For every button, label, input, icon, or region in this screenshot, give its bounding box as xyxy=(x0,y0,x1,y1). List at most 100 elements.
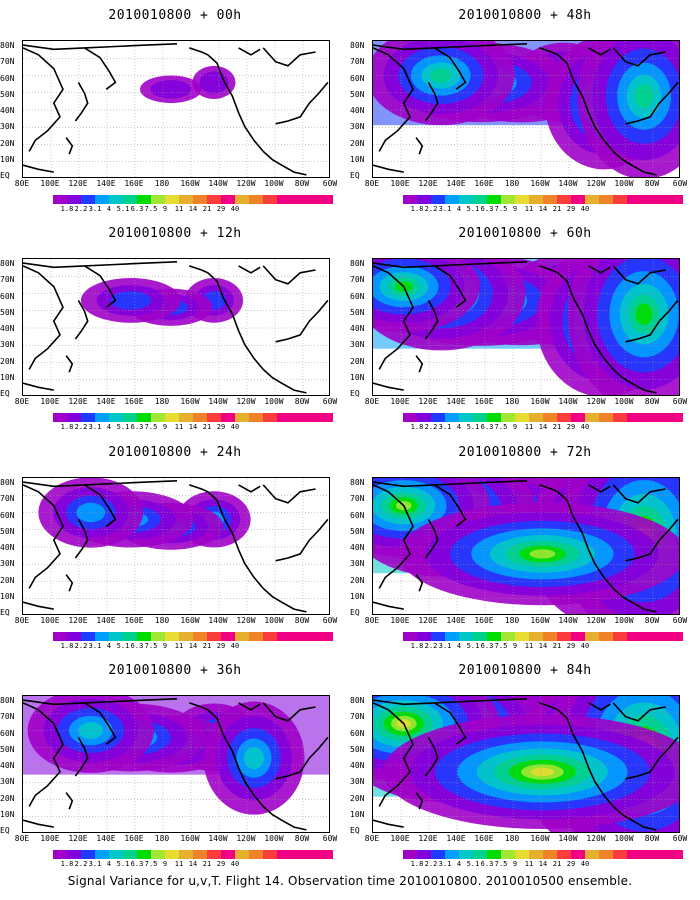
map-panel: 2010010800 + 00h 80N 70N 60N 50N 40N 30N 20N 10N… xyxy=(0,0,350,216)
coastline xyxy=(65,792,74,810)
longitude-label: 100E xyxy=(40,834,60,843)
colorbar-swatch xyxy=(235,632,249,641)
colorbar-label: 2.2 xyxy=(74,205,88,213)
latitude-label: 80N xyxy=(0,478,15,487)
longitude-label: 80E xyxy=(14,834,30,843)
longitude-label: 80E xyxy=(364,397,380,406)
colorbar-swatch xyxy=(81,413,95,422)
latitude-label: 50N xyxy=(350,89,365,99)
colorbar-label: 29 xyxy=(216,423,226,431)
colorbar-label: 3.1 xyxy=(88,642,102,650)
colorbar-label: 7.5 xyxy=(144,642,158,650)
coastline xyxy=(238,702,261,711)
longitude-label: 160W xyxy=(530,397,550,406)
colorbar-swatch xyxy=(403,850,417,859)
colorbar-swatch xyxy=(599,413,613,422)
colorbar-swatch xyxy=(599,632,613,641)
colorbar-label: 4 xyxy=(456,860,462,868)
colorbar-label: 5.1 xyxy=(466,860,480,868)
coastline xyxy=(625,81,679,125)
colorbar-swatch xyxy=(627,195,641,204)
coastline xyxy=(23,43,178,51)
colorbar-swatch xyxy=(123,195,137,204)
panel-title: 2010010800 + 24h xyxy=(108,445,242,460)
colorbar-swatch xyxy=(641,413,655,422)
colorbar-swatch xyxy=(109,413,123,422)
colorbar-swatch xyxy=(137,413,151,422)
latitude-label: 60N xyxy=(0,291,15,301)
longitude-label: 140E xyxy=(446,179,466,188)
variance-shade xyxy=(429,68,452,83)
colorbar-label: 5.1 xyxy=(466,205,480,213)
colorbar-swatch xyxy=(641,632,655,641)
latitude-label: 10N xyxy=(0,154,15,164)
colorbar-swatch xyxy=(627,850,641,859)
coastline xyxy=(189,47,264,152)
colorbar-label: 6.3 xyxy=(480,860,494,868)
longitude-label: 140E xyxy=(96,616,116,625)
longitude-label: 180 xyxy=(154,834,170,843)
coastline xyxy=(625,736,679,780)
latitude-label: 80N xyxy=(0,259,15,268)
longitude-label: 60W xyxy=(322,834,338,843)
colorbar-label: 9 xyxy=(512,205,518,213)
coastline xyxy=(23,702,64,807)
coastline xyxy=(262,702,316,722)
colorbar-swatch xyxy=(137,850,151,859)
colorbar-swatch xyxy=(585,195,599,204)
colorbar-swatch xyxy=(445,195,459,204)
colorbar-label: 14 xyxy=(538,860,548,868)
colorbar-swatch xyxy=(193,850,207,859)
colorbar-label: 29 xyxy=(216,205,226,213)
coastline xyxy=(23,265,64,370)
coastline xyxy=(275,736,329,780)
colorbar-swatch xyxy=(655,632,669,641)
coastline xyxy=(84,484,117,527)
latitude-label: EQ xyxy=(350,826,360,835)
latitude-label: EQ xyxy=(350,389,360,398)
colorbar xyxy=(403,850,683,859)
colorbar-swatch xyxy=(109,195,123,204)
coastline xyxy=(612,805,657,831)
colorbar-swatch xyxy=(291,195,305,204)
longitude-label: 80E xyxy=(14,397,30,406)
colorbar-swatch xyxy=(431,632,445,641)
longitude-label: 120E xyxy=(418,397,438,406)
map-plot-area xyxy=(372,477,680,615)
coastline xyxy=(189,702,264,807)
colorbar-swatch xyxy=(515,850,529,859)
coastline xyxy=(434,702,467,745)
colorbar-label: 3.1 xyxy=(88,423,102,431)
colorbar-label: 21 xyxy=(202,205,212,213)
latitude-label: 10N xyxy=(350,809,365,819)
map-plot-area xyxy=(22,695,330,833)
colorbar-swatch xyxy=(319,632,333,641)
colorbar-swatch xyxy=(585,413,599,422)
longitude-label: 80E xyxy=(364,834,380,843)
colorbar-swatch xyxy=(543,850,557,859)
colorbar-swatch xyxy=(95,850,109,859)
figure-caption: Signal Variance for u,v,T. Flight 14. Ob… xyxy=(67,874,633,888)
coastline xyxy=(415,355,424,373)
latitude-label: 50N xyxy=(0,744,15,754)
coastline xyxy=(262,484,316,504)
colorbar-swatch xyxy=(95,632,109,641)
latitude-label: 20N xyxy=(350,356,365,366)
colorbar-label: 9 xyxy=(162,205,168,213)
colorbar-label: 7.5 xyxy=(494,642,508,650)
colorbar-swatch xyxy=(305,413,319,422)
colorbar-label: 7.5 xyxy=(494,860,508,868)
longitude-label: 180 xyxy=(154,397,170,406)
colorbar-labels: 1.8 2.2 3.1 4 5.1 6.3 7.5 9 11 14 21 29 40 xyxy=(53,206,313,214)
colorbar-swatch xyxy=(291,632,305,641)
coastline xyxy=(424,300,439,340)
colorbar-label: 40 xyxy=(230,860,240,868)
colorbar-label: 14 xyxy=(538,205,548,213)
colorbar-label: 1.8 xyxy=(60,205,74,213)
colorbar xyxy=(403,632,683,641)
longitude-label: 100E xyxy=(390,834,410,843)
colorbar-swatch xyxy=(207,195,221,204)
longitude-label: 100E xyxy=(390,616,410,625)
colorbar-swatch xyxy=(291,850,305,859)
latitude-label: 40N xyxy=(350,324,365,333)
